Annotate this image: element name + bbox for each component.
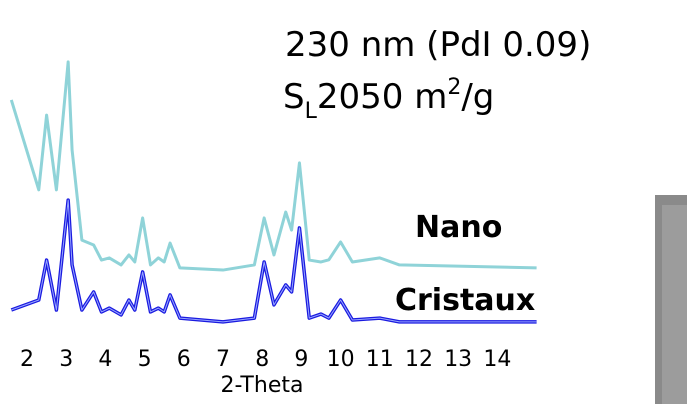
surface-symbol: S bbox=[283, 77, 305, 117]
surface-subscript: L bbox=[305, 99, 318, 124]
series-line-core bbox=[11, 199, 537, 323]
surface-unit: /g bbox=[461, 77, 494, 117]
legend-label: Cristaux bbox=[395, 283, 535, 318]
x-tick-label: 13 bbox=[444, 347, 472, 372]
x-tick-label: 4 bbox=[98, 347, 112, 372]
x-tick-label: 8 bbox=[255, 347, 269, 372]
legend-label: Nano bbox=[415, 210, 502, 245]
x-tick-label: 10 bbox=[327, 347, 355, 372]
surface-value: 2050 m bbox=[317, 77, 447, 117]
x-tick-label: 3 bbox=[59, 347, 73, 372]
x-tick-label: 2 bbox=[20, 347, 34, 372]
size-annotation: 230 nm (PdI 0.09) bbox=[285, 25, 591, 65]
x-tick-label: 11 bbox=[366, 347, 394, 372]
x-tick-label: 5 bbox=[138, 347, 152, 372]
x-tick-label: 12 bbox=[405, 347, 433, 372]
micrograph-detail bbox=[662, 205, 687, 404]
series-line bbox=[9, 60, 537, 272]
surface-annotation: SL2050 m2/g bbox=[283, 75, 494, 124]
x-tick-label: 14 bbox=[483, 347, 511, 372]
x-tick-label: 9 bbox=[294, 347, 308, 372]
surface-superscript: 2 bbox=[447, 75, 461, 100]
x-tick-label: 7 bbox=[216, 347, 230, 372]
x-tick-label: 6 bbox=[177, 347, 191, 372]
x-axis-label: 2-Theta bbox=[221, 373, 304, 398]
